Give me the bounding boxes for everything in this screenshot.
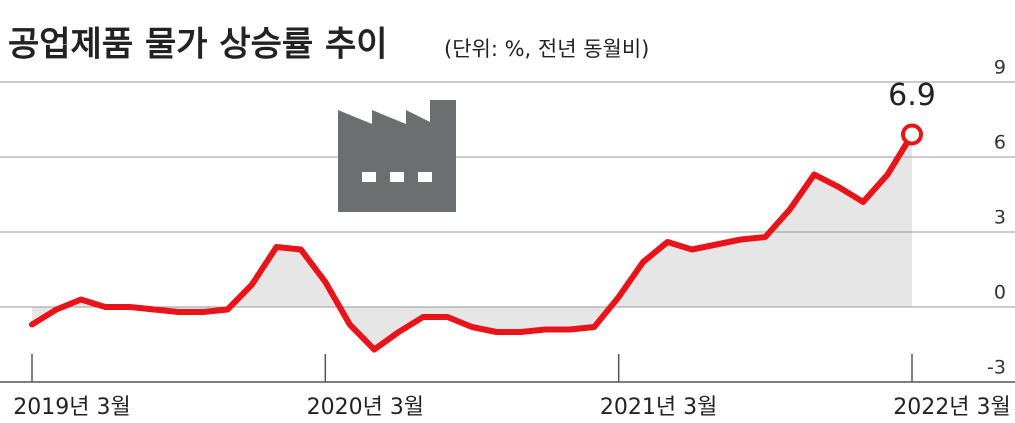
x-tick-label: 2020년 3월: [307, 395, 424, 420]
plot: 9 6 3 0 -3 2019년 3월 2020년 3월 2021년 3월 2022년 3월: [0, 57, 1015, 420]
chart-subtitle: (단위: %, 전년 동월비): [444, 37, 649, 61]
x-tick-label: 2021년 3월: [600, 395, 717, 420]
factory-icon: [338, 100, 456, 212]
x-tick-label: 2019년 3월: [13, 395, 130, 420]
end-point: [901, 123, 923, 146]
y-tick-label: 6: [994, 132, 1006, 154]
area: [32, 134, 912, 350]
x-tick-label: 2022년 3월: [893, 395, 1010, 420]
chart-title: 공업제품 물가 상승률 추이: [8, 25, 388, 65]
marks: 6.9: [29, 78, 936, 353]
y-tick-label: 0: [994, 282, 1006, 304]
data-label: 6.9: [888, 78, 936, 113]
line: [29, 131, 915, 353]
y-tick-label: -3: [987, 357, 1006, 379]
y-tick-label: 9: [994, 57, 1006, 79]
y-tick-label: 3: [994, 207, 1006, 229]
